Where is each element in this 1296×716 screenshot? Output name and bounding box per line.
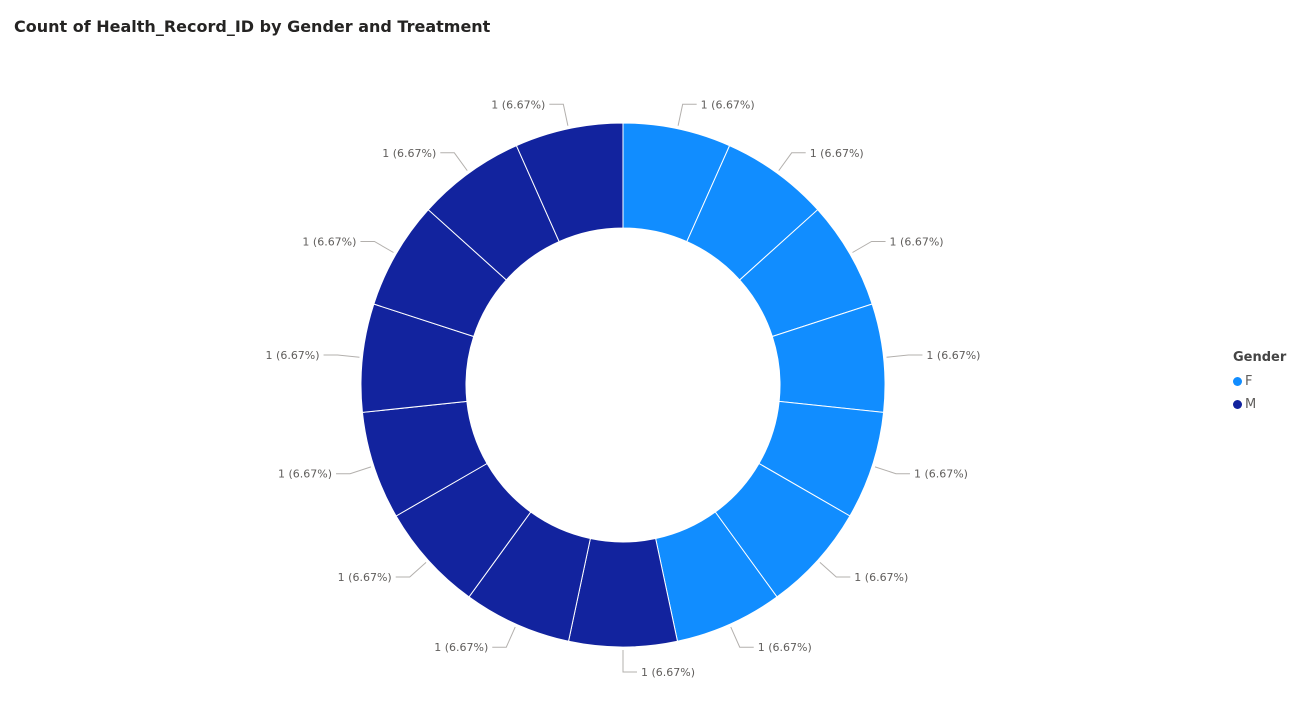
legend-item-f[interactable]: F xyxy=(1233,370,1286,393)
leader-line-3 xyxy=(852,241,886,253)
legend-item-m[interactable]: M xyxy=(1233,393,1286,416)
legend-marker-m-icon xyxy=(1233,400,1242,409)
data-label-1: 1 (6.67%) xyxy=(701,98,755,111)
data-label-8: 1 (6.67%) xyxy=(641,666,695,679)
leader-line-15 xyxy=(549,103,569,126)
legend: Gender F M xyxy=(1233,350,1286,416)
data-label-14: 1 (6.67%) xyxy=(382,147,436,160)
legend-marker-f-icon xyxy=(1233,377,1242,386)
data-label-11: 1 (6.67%) xyxy=(278,468,332,481)
data-label-5: 1 (6.67%) xyxy=(914,468,968,481)
leader-line-6 xyxy=(819,561,851,578)
legend-title: Gender xyxy=(1233,350,1287,365)
leader-line-10 xyxy=(395,561,427,578)
leader-line-11 xyxy=(336,466,372,475)
data-label-4: 1 (6.67%) xyxy=(926,349,980,362)
data-label-12: 1 (6.67%) xyxy=(266,349,320,362)
leader-line-2 xyxy=(778,152,806,171)
leader-line-9 xyxy=(492,626,516,648)
data-label-10: 1 (6.67%) xyxy=(338,571,392,584)
data-label-2: 1 (6.67%) xyxy=(810,147,864,160)
data-label-6: 1 (6.67%) xyxy=(854,571,908,584)
leader-line-13 xyxy=(360,241,394,253)
leader-line-14 xyxy=(440,152,468,171)
chart-title: Count of Health_Record_ID by Gender and … xyxy=(14,17,491,36)
legend-label-f: F xyxy=(1245,374,1253,389)
legend-label-m: M xyxy=(1245,397,1257,412)
data-label-15: 1 (6.67%) xyxy=(491,98,545,111)
donut-slice-m-15[interactable] xyxy=(515,122,624,243)
data-label-13: 1 (6.67%) xyxy=(302,236,356,249)
leader-line-4 xyxy=(886,354,923,358)
leader-line-7 xyxy=(730,626,754,648)
leader-line-5 xyxy=(874,466,910,475)
leader-line-1 xyxy=(677,103,697,126)
leader-line-8 xyxy=(622,650,637,673)
leader-line-12 xyxy=(323,354,360,358)
data-label-9: 1 (6.67%) xyxy=(434,641,488,654)
data-label-3: 1 (6.67%) xyxy=(890,236,944,249)
data-label-7: 1 (6.67%) xyxy=(758,641,812,654)
